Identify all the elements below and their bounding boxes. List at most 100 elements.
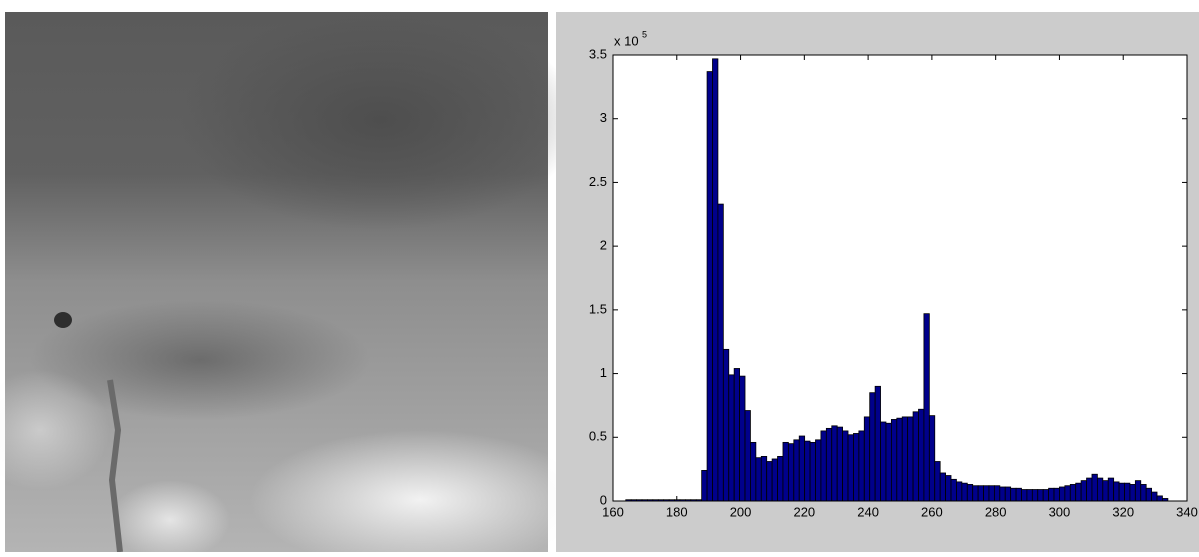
y-tick-label: 3.5 xyxy=(589,46,607,61)
y-tick-label: 0.5 xyxy=(589,429,607,444)
bar xyxy=(1145,487,1153,502)
bar xyxy=(1015,487,1022,502)
bar xyxy=(831,425,838,502)
bar xyxy=(918,408,925,502)
bar xyxy=(1042,489,1050,502)
bar xyxy=(1091,473,1098,502)
bar xyxy=(999,486,1006,502)
y-tick-label: 3 xyxy=(600,110,607,125)
bar xyxy=(1107,477,1115,502)
bar xyxy=(842,430,849,502)
bar xyxy=(863,416,871,502)
bar xyxy=(853,433,860,502)
bar xyxy=(847,434,854,502)
bar xyxy=(945,475,952,502)
bar xyxy=(722,348,730,502)
bar xyxy=(1124,482,1131,502)
bar xyxy=(1075,482,1082,502)
y-multiplier-exponent: 5 xyxy=(642,29,647,39)
bar xyxy=(890,419,898,502)
bar xyxy=(804,440,811,502)
bar xyxy=(1026,489,1033,502)
bar xyxy=(912,411,919,502)
bar xyxy=(825,427,833,502)
bar xyxy=(1134,480,1142,502)
bar xyxy=(885,422,892,502)
y-tick-label: 0 xyxy=(600,492,607,507)
y-tick-label: 2 xyxy=(600,238,607,253)
bar xyxy=(820,430,827,502)
bar xyxy=(739,375,746,502)
bar xyxy=(934,461,941,502)
bar xyxy=(1031,489,1039,502)
bar xyxy=(766,461,773,502)
bar xyxy=(993,485,1001,502)
bar xyxy=(1080,480,1087,502)
y-tick-label: 2.5 xyxy=(589,174,607,189)
y-tick-label: 1.5 xyxy=(589,301,607,316)
bar xyxy=(1113,481,1120,502)
bar xyxy=(1086,477,1093,502)
bar xyxy=(907,416,914,502)
x-tick-label: 200 xyxy=(730,504,752,519)
bar xyxy=(950,478,957,502)
bar xyxy=(1004,486,1012,502)
bar xyxy=(771,458,778,502)
bar xyxy=(1064,485,1071,502)
terrain-image xyxy=(0,10,590,557)
bar xyxy=(988,485,995,502)
bar xyxy=(880,421,887,502)
bar xyxy=(972,485,979,502)
bar xyxy=(1156,495,1163,502)
bar xyxy=(1021,489,1028,502)
bar xyxy=(728,374,735,502)
x-tick-label: 240 xyxy=(857,504,879,519)
bar xyxy=(1140,484,1147,502)
histogram: 0 0.5 1 1.5 2 2.5 3 3.5 160 180 200 220 240 260 280 300… xyxy=(589,46,1198,519)
bar xyxy=(1069,484,1077,502)
bar xyxy=(798,435,806,502)
bar xyxy=(744,410,751,502)
x-tick-label: 160 xyxy=(602,504,624,519)
bar xyxy=(733,368,740,502)
x-tick-label: 260 xyxy=(921,504,943,519)
axes-box xyxy=(612,54,1188,502)
bar xyxy=(712,58,719,502)
bar xyxy=(1096,477,1104,502)
bar xyxy=(1129,484,1136,502)
bar xyxy=(874,385,881,502)
bar xyxy=(717,203,724,502)
bar xyxy=(1048,487,1055,502)
bar xyxy=(777,455,784,502)
x-tick-label: 300 xyxy=(1049,504,1071,519)
bar xyxy=(1059,486,1066,502)
x-tick-label: 280 xyxy=(985,504,1007,519)
x-tick-label: 340 xyxy=(1176,504,1198,519)
y-tick-label: 1 xyxy=(600,365,607,380)
bar xyxy=(787,443,795,502)
bar xyxy=(1010,487,1017,502)
bar xyxy=(939,472,947,502)
bar xyxy=(869,392,876,502)
bar xyxy=(706,71,713,502)
bar xyxy=(1102,480,1109,502)
bar xyxy=(809,441,816,502)
bar xyxy=(755,457,762,502)
bar xyxy=(836,426,844,502)
bar xyxy=(896,417,903,502)
bar xyxy=(928,415,936,502)
bar xyxy=(815,439,822,502)
bar xyxy=(983,485,990,502)
bar xyxy=(956,481,963,502)
bar xyxy=(1151,491,1158,502)
x-tick-label: 220 xyxy=(793,504,815,519)
bar xyxy=(760,455,768,502)
bar xyxy=(1053,487,1060,502)
bar xyxy=(977,485,984,502)
bar xyxy=(1118,482,1125,502)
bar xyxy=(966,484,974,502)
bar xyxy=(1037,489,1044,502)
bar xyxy=(961,482,968,502)
